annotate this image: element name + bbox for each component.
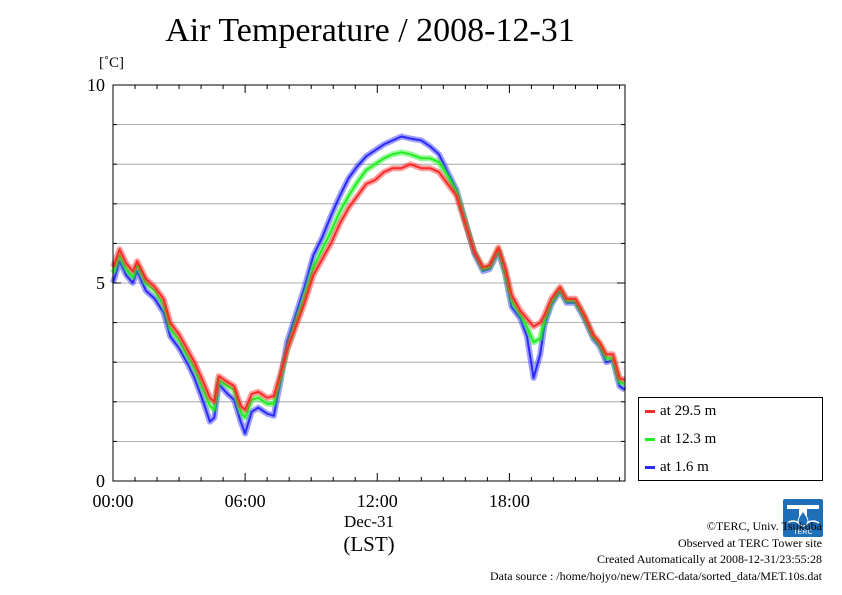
legend-item-29-5m: at 29.5 m [645, 401, 716, 421]
x-tick-label: 18:00 [489, 491, 530, 511]
legend-item-1-6m: at 1.6 m [645, 457, 709, 477]
terc-logo: TERC [783, 499, 823, 537]
series-line-2 [112, 135, 626, 435]
x-tick-label: 00:00 [92, 491, 133, 511]
x-tick-label: 12:00 [357, 491, 398, 511]
legend-swatch-green [645, 437, 655, 441]
grid-lines [113, 124, 625, 442]
y-tick-label: 5 [96, 273, 105, 293]
data-source-line: Data source : /home/hojyo/new/TERC-data/… [489, 568, 822, 583]
y-tick-label: 10 [87, 75, 105, 95]
observation-site-line: Observed at TERC Tower site [677, 535, 822, 550]
axis-ticks: 0 5 10 00:00 06:00 12:00 18:00 [87, 75, 625, 511]
y-tick-label: 0 [96, 471, 105, 491]
legend-swatch-blue [645, 465, 655, 469]
chart-legend: at 29.5 m at 12.3 m at 1.6 m [638, 397, 823, 481]
x-tick-label: 06:00 [225, 491, 266, 511]
series-line-1 [112, 151, 626, 419]
y-axis-unit-label: [˚C] [99, 55, 124, 71]
created-timestamp-line: Created Automatically at 2008-12-31/23:5… [597, 552, 822, 566]
series-halo [110, 149, 627, 421]
legend-label: at 1.6 m [660, 458, 709, 475]
svg-text:TERC: TERC [793, 529, 812, 536]
x-axis-label-timezone: (LST) [343, 532, 394, 556]
x-axis-label-date: Dec-31 [344, 512, 394, 531]
legend-label: at 29.5 m [660, 402, 717, 419]
credits-block: ©TERC, Univ. Tsukuba Observed at TERC To… [490, 518, 822, 584]
legend-swatch-red [645, 409, 655, 413]
legend-label: at 12.3 m [660, 430, 717, 447]
chart-title: Air Temperature / 2008-12-31 [165, 12, 575, 49]
legend-item-12-3m: at 12.3 m [645, 429, 716, 449]
data-series [110, 133, 627, 437]
copyright-line: ©TERC, Univ. Tsukuba [706, 519, 822, 533]
series-line-0 [112, 163, 626, 411]
